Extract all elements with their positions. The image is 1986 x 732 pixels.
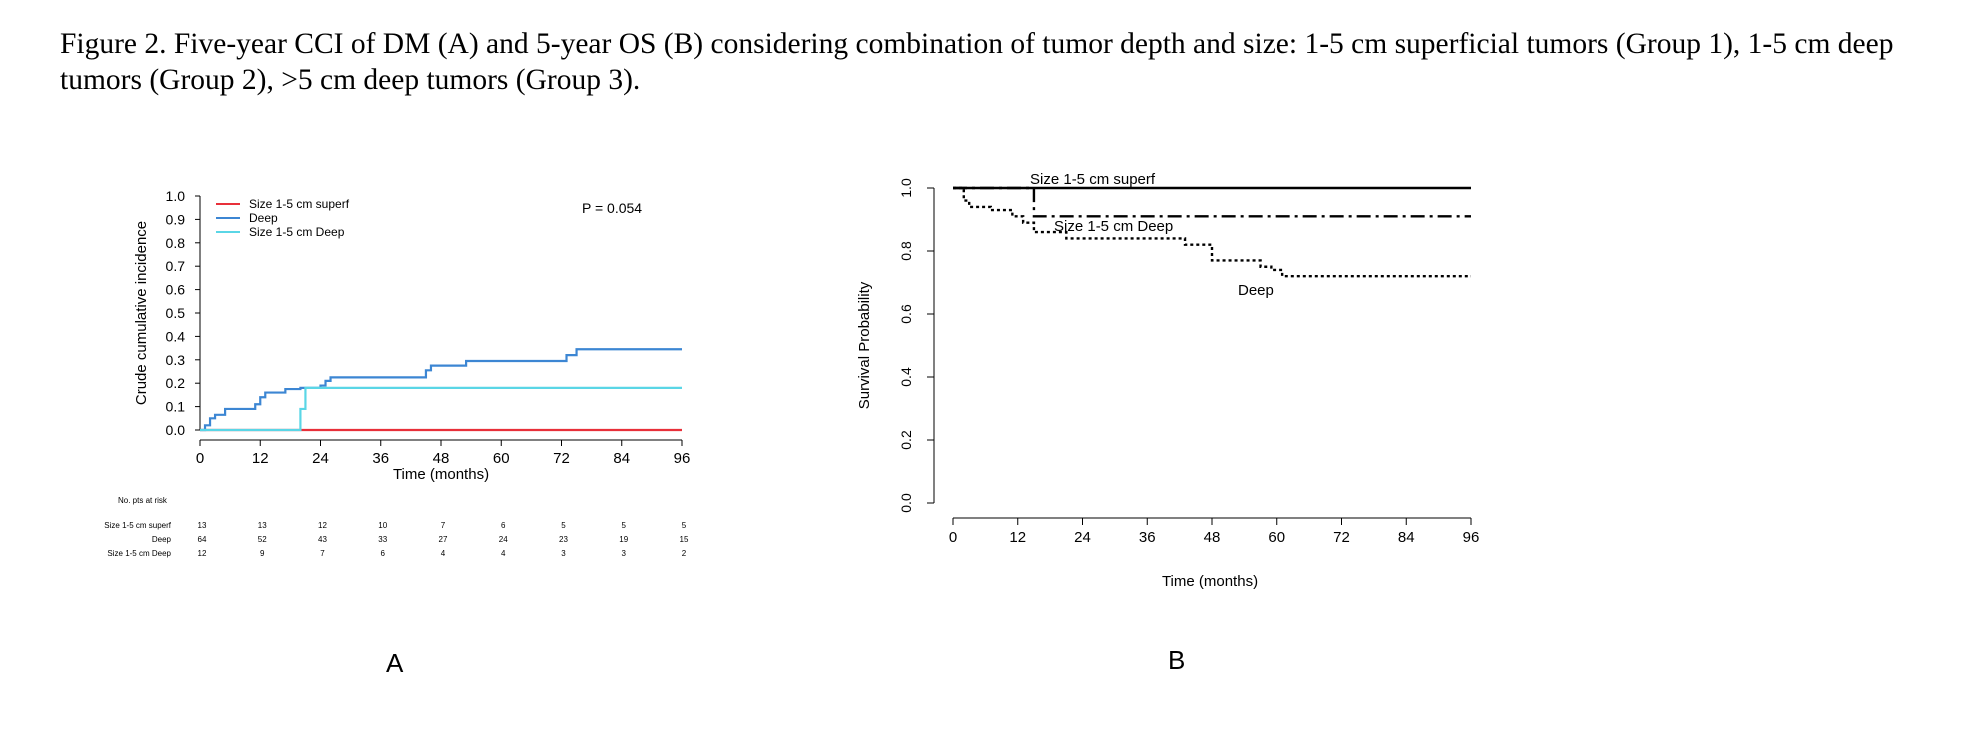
panel-a-risk-count: 6 — [381, 549, 386, 558]
panel-a-series-line-3 — [200, 386, 682, 432]
panel-a-x-tick-label: 84 — [613, 450, 630, 467]
panel-a-y-tick-label: 0.0 — [166, 422, 186, 438]
panel-b-curve-label: Deep — [1238, 282, 1274, 299]
panel-a-x-tick-label: 36 — [372, 450, 389, 467]
panel-a-risk-count: 5 — [682, 521, 687, 530]
panel-a-legend-label: Size 1-5 cm superf — [249, 197, 350, 211]
panel-a-legend-label: Size 1-5 cm Deep — [249, 225, 345, 239]
panel-b-series-line-2 — [953, 186, 1471, 218]
panel-a-risk-count: 3 — [622, 549, 627, 558]
panel-b-y-axis-label: Survival Probability — [856, 281, 873, 409]
panel-b-curve-label: Size 1-5 cm superf — [1030, 171, 1156, 188]
panel-a-x-tick-label: 24 — [312, 450, 329, 467]
panel-b-x-tick-label: 72 — [1333, 529, 1350, 546]
panel-a-risk-count: 3 — [561, 549, 566, 558]
panel-a-y-tick-label: 0.9 — [166, 211, 186, 227]
panel-b-x-axis-label: Time (months) — [1162, 573, 1258, 590]
panel-a-y-tick-label: 0.2 — [166, 375, 186, 391]
panel-a-risk-count: 2 — [682, 549, 687, 558]
panel-a-risk-count: 27 — [439, 535, 448, 544]
panel-a-chart: 0.00.10.20.30.40.50.60.70.80.91.00 12 24 36… — [104, 188, 690, 558]
panel-b-x-tick-label: 24 — [1074, 529, 1091, 546]
panel-a-risk-count: 64 — [198, 535, 207, 544]
panel-a-y-tick-label: 0.3 — [166, 352, 186, 368]
panel-a-risk-count: 23 — [559, 535, 568, 544]
panel-a-y-tick-label: 1.0 — [166, 188, 186, 204]
panel-a-risk-row-label: Deep — [152, 535, 172, 544]
panel-b-x-tick-label: 12 — [1009, 529, 1026, 546]
panel-a-y-tick-label: 0.8 — [166, 235, 186, 251]
panel-a-risk-count: 10 — [378, 521, 387, 530]
panel-a-risk-count: 19 — [619, 535, 628, 544]
panel-a-y-axis-label: Crude cumulative incidence — [133, 221, 150, 405]
panel-a-risk-row-label: Size 1-5 cm Deep — [107, 549, 171, 558]
panel-a-x-tick-label: 60 — [493, 450, 510, 467]
panel-b-y-tick-label: 0.8 — [898, 241, 914, 261]
figure-caption: Figure 2. Five-year CCI of DM (A) and 5-… — [60, 28, 1894, 96]
panel-a-risk-count: 24 — [499, 535, 508, 544]
panel-a-risk-row-label: Size 1-5 cm superf — [104, 521, 171, 530]
panel-a-risk-count: 12 — [318, 521, 327, 530]
panel-b-y-tick-label: 0.6 — [898, 304, 914, 324]
panel-a-x-tick-label: 48 — [433, 450, 450, 467]
panel-a-risk-table-title: No. pts at risk — [118, 496, 168, 505]
panel-b-x-tick-label: 84 — [1398, 529, 1415, 546]
panel-a-risk-count: 15 — [680, 535, 689, 544]
panel-a-p-value: P = 0.054 — [582, 200, 642, 216]
panel-a-risk-count: 13 — [198, 521, 207, 530]
panel-b-y-tick-label: 0.4 — [898, 367, 914, 387]
panel-a-y-tick-label: 0.7 — [166, 258, 186, 274]
panel-a-risk-count: 7 — [320, 549, 325, 558]
panel-a-risk-count: 9 — [260, 549, 265, 558]
panel-b-x-tick-label: 96 — [1463, 529, 1480, 546]
panel-a-risk-count: 5 — [622, 521, 627, 530]
panel-a-x-tick-label: 12 — [252, 450, 269, 467]
panel-a-y-tick-label: 0.6 — [166, 282, 186, 298]
panel-a-risk-count: 4 — [501, 549, 506, 558]
panel-b-x-tick-label: 60 — [1268, 529, 1285, 546]
panel-a-y-tick-label: 0.4 — [166, 328, 186, 344]
panel-a-risk-count: 13 — [258, 521, 267, 530]
panel-a-risk-count: 7 — [441, 521, 446, 530]
panel-a-risk-count: 33 — [378, 535, 387, 544]
panel-a-x-tick-label: 72 — [553, 450, 570, 467]
panel-a-risk-count: 52 — [258, 535, 267, 544]
panel-a-series-line-2 — [200, 348, 682, 432]
panel-a-y-tick-label: 0.5 — [166, 305, 186, 321]
panel-a-risk-count: 43 — [318, 535, 327, 544]
panel-a-label: A — [386, 648, 404, 678]
panel-a-y-tick-label: 0.1 — [166, 399, 186, 415]
panel-a-x-tick-label: 0 — [196, 450, 204, 467]
panel-b-y-tick-label: 1.0 — [898, 178, 914, 198]
panel-a-x-tick-label: 96 — [674, 450, 691, 467]
panel-a-legend-label: Deep — [249, 211, 278, 225]
panel-b-label: B — [1168, 645, 1186, 675]
panel-b-y-tick-label: 0.2 — [898, 430, 914, 450]
panel-b-y-tick-label: 0.0 — [898, 493, 914, 513]
panel-a-risk-count: 6 — [501, 521, 506, 530]
panel-a-risk-count: 12 — [198, 549, 207, 558]
panel-b-x-tick-label: 48 — [1204, 529, 1221, 546]
panel-a-x-axis-label: Time (months) — [393, 466, 489, 483]
panel-b-x-tick-label: 36 — [1139, 529, 1156, 546]
panel-b-chart: 0.0 0.2 0.4 0.6 0.8 1.0 0 12 24 36 48 60 72 84 96 Time … — [856, 171, 1479, 590]
panel-a-risk-count: 5 — [561, 521, 566, 530]
panel-b-curve-label: Size 1-5 cm Deep — [1054, 218, 1173, 235]
panel-b-series-line-3 — [953, 186, 1471, 278]
panel-b-x-tick-label: 0 — [949, 529, 957, 546]
panel-a-risk-count: 4 — [441, 549, 446, 558]
